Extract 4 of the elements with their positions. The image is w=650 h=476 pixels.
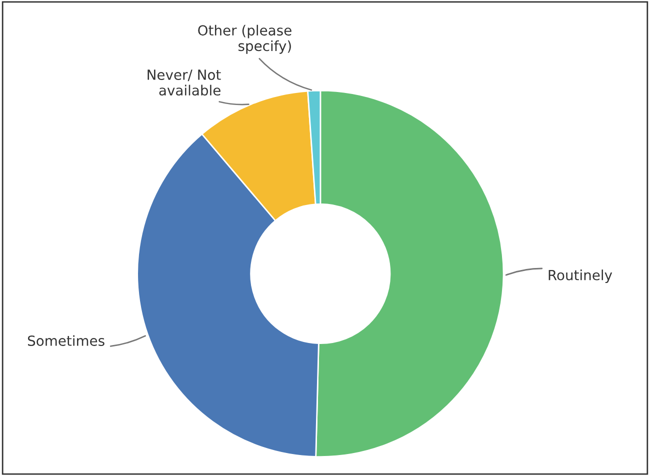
slice-label: Routinely	[548, 270, 612, 283]
slice-label: Sometimes	[28, 335, 104, 346]
slice-label: Other (please specify)	[198, 24, 292, 54]
slice-label: Never/ Not available	[148, 70, 221, 96]
